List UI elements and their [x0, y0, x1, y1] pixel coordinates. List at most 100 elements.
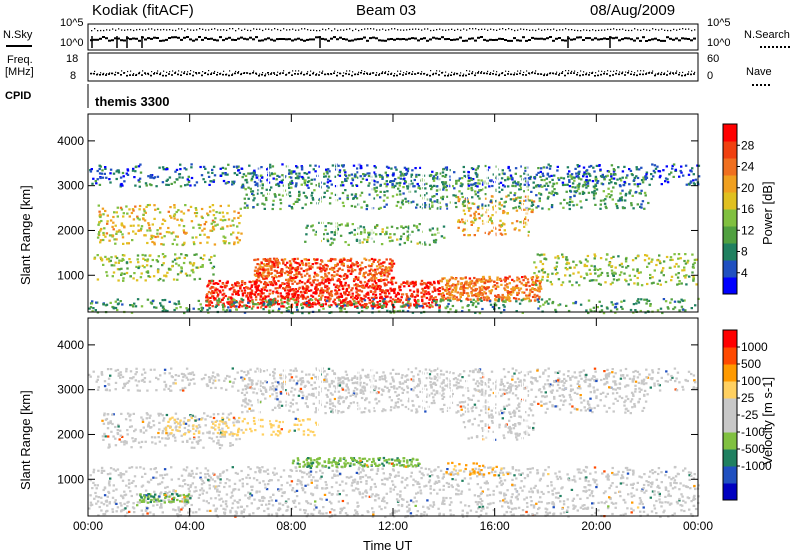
power-range-cell: [364, 304, 368, 307]
power-range-cell: [634, 257, 638, 260]
power-range-cell: [195, 253, 198, 256]
power-range-cell: [375, 282, 378, 285]
power-range-cell: [519, 200, 522, 203]
power-range-cell: [536, 253, 539, 256]
power-range-cell: [154, 208, 157, 211]
power-range-cell: [182, 225, 186, 228]
power-range-cell: [382, 300, 385, 303]
power-range-cell: [426, 281, 430, 284]
power-range-cell: [305, 226, 308, 229]
power-range-cell: [434, 289, 437, 292]
power-range-cell: [645, 254, 649, 257]
power-range-cell: [513, 192, 517, 195]
power-range-cell: [483, 231, 486, 234]
power-range-cell: [574, 300, 578, 304]
power-range-cell: [108, 178, 111, 181]
power-range-cell: [419, 205, 423, 209]
power-range-cell: [547, 302, 550, 305]
nsearch-point: [139, 28, 141, 31]
power-range-cell: [227, 306, 230, 309]
nave-point: [151, 71, 153, 73]
nsky-point: [246, 38, 249, 41]
power-range-cell: [284, 263, 287, 267]
nave-point: [400, 70, 402, 72]
power-range-cell: [233, 305, 237, 308]
power-range-cell: [205, 304, 208, 307]
power-range-cell: [138, 218, 141, 221]
power-range-cell: [636, 255, 640, 258]
nsearch-label: N.Search: [744, 29, 790, 41]
power-range-cell: [371, 275, 375, 278]
power-range-cell: [183, 256, 186, 260]
power-range-cell: [500, 296, 503, 299]
power-range-cell: [216, 223, 219, 226]
power-range-cell: [573, 266, 576, 269]
power-range-cell: [206, 297, 210, 300]
power-range-cell: [290, 179, 294, 182]
power-range-cell: [456, 283, 459, 286]
power-range-cell: [294, 269, 297, 272]
nsearch-point: [577, 29, 579, 32]
power-range-cell: [545, 166, 549, 169]
power-range-cell: [227, 298, 230, 301]
power-range-cell: [238, 171, 242, 174]
power-range-cell: [369, 278, 372, 281]
power-range-cell: [331, 164, 335, 167]
power-range-cell: [456, 299, 459, 302]
power-range-cell: [469, 280, 472, 283]
nave-point: [580, 70, 582, 72]
power-range-cell: [471, 183, 474, 186]
power-range-cell: [470, 292, 473, 295]
power-range-cell: [462, 165, 465, 169]
power-range-cell: [179, 163, 182, 166]
power-range-cell: [301, 285, 304, 288]
power-range-cell: [161, 306, 165, 309]
power-range-cell: [262, 268, 265, 271]
freq-point: [156, 72, 158, 75]
nsky-point: [114, 37, 117, 40]
nave-point: [295, 70, 297, 72]
freq-point: [612, 74, 614, 76]
power-range-cell: [571, 182, 575, 185]
nave-point: [352, 71, 354, 73]
power-range-cell: [483, 296, 486, 299]
power-range-cell: [455, 179, 458, 182]
freq-unit: [MHz]: [5, 66, 34, 78]
power-range-cell: [320, 276, 323, 279]
freq-point: [183, 72, 185, 75]
freq-point: [186, 73, 188, 76]
power-range-cell: [295, 300, 298, 304]
nsearch-point: [406, 29, 408, 31]
power-range-cell: [309, 281, 312, 284]
power-range-cell: [380, 268, 384, 271]
power-range-cell: [249, 187, 252, 190]
power-range-cell: [179, 306, 182, 309]
power-range-cell: [383, 194, 386, 197]
nsky-point: [153, 36, 156, 39]
nave-point: [253, 70, 255, 72]
power-range-cell: [573, 194, 576, 198]
power-range-cell: [533, 261, 536, 264]
nsearch-point: [583, 29, 585, 31]
power-range-cell: [538, 254, 542, 257]
nsearch-point: [403, 29, 405, 31]
power-range-cell: [235, 301, 238, 304]
power-range-cell: [475, 295, 478, 298]
power-range-cell: [532, 200, 536, 203]
power-range-cell: [263, 281, 267, 284]
power-range-cell: [682, 308, 685, 311]
power-range-cell: [201, 264, 204, 267]
power-range-cell: [217, 303, 220, 306]
power-range-cell: [471, 196, 474, 199]
power-range-cell: [537, 205, 540, 208]
power-range-cell: [507, 296, 511, 299]
power-range-cell: [273, 262, 276, 265]
power-range-cell: [327, 259, 330, 262]
power-range-cell: [293, 257, 296, 261]
power-range-cell: [263, 288, 266, 291]
power-range-cell: [374, 225, 377, 228]
power-range-cell: [226, 281, 229, 284]
power-range-cell: [192, 226, 195, 229]
power-range-cell: [287, 270, 290, 274]
freq-point: [396, 74, 398, 77]
